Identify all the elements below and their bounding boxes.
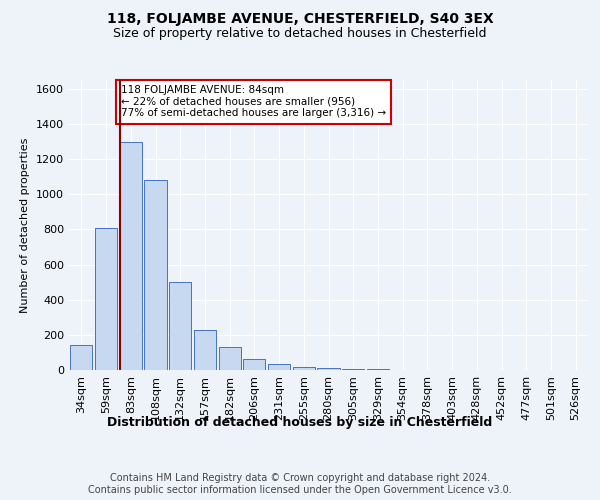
Bar [169,282,191,370]
Text: Size of property relative to detached houses in Chesterfield: Size of property relative to detached ho… [113,28,487,40]
Bar [194,330,216,370]
Bar [95,228,117,370]
Bar [70,346,92,370]
Bar [268,364,290,370]
Bar [218,347,241,370]
Bar [342,369,364,370]
Text: Distribution of detached houses by size in Chesterfield: Distribution of detached houses by size … [107,416,493,429]
Y-axis label: Number of detached properties: Number of detached properties [20,138,31,312]
Text: Contains HM Land Registry data © Crown copyright and database right 2024.
Contai: Contains HM Land Registry data © Crown c… [88,474,512,495]
Text: 118 FOLJAMBE AVENUE: 84sqm
← 22% of detached houses are smaller (956)
77% of sem: 118 FOLJAMBE AVENUE: 84sqm ← 22% of deta… [121,86,386,118]
Bar [119,142,142,370]
Bar [243,358,265,370]
Text: 118, FOLJAMBE AVENUE, CHESTERFIELD, S40 3EX: 118, FOLJAMBE AVENUE, CHESTERFIELD, S40 … [107,12,493,26]
Bar [293,367,315,370]
Bar [317,368,340,370]
Bar [145,180,167,370]
